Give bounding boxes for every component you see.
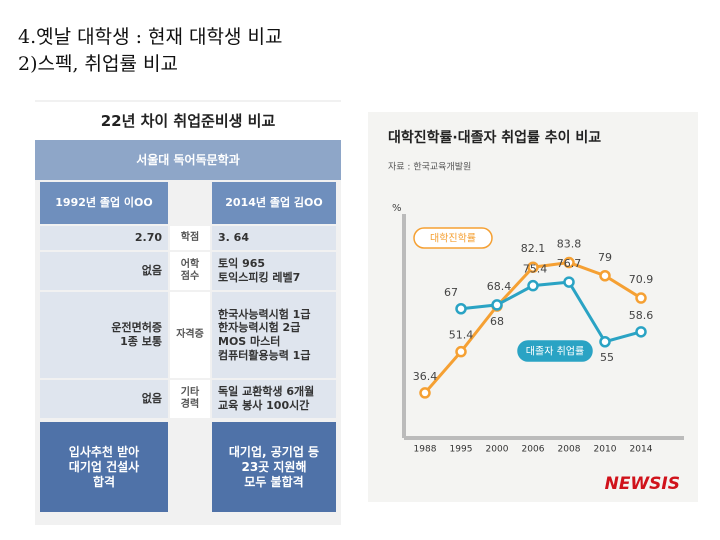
legend-label: 대졸자 취업률 — [526, 345, 584, 358]
data-label: 68 — [490, 315, 504, 328]
chart-title: 대학진학률·대졸자 취업률 추이 비교 — [388, 129, 601, 146]
text-line: 토익 965 — [218, 257, 266, 271]
point — [491, 299, 503, 311]
point — [563, 276, 575, 288]
text-line: 없음 — [141, 264, 162, 278]
cell-right: 토익 965 토익스피킹 레벨7 — [212, 252, 336, 290]
logo: NEWSIS — [605, 474, 680, 494]
footer-left: 입사추천 받아 대기업 건설사 합격 — [40, 422, 168, 512]
text-line: 합격 — [92, 474, 116, 489]
cell-right: 3. 64 — [212, 226, 336, 250]
data-label: 58.6 — [629, 309, 654, 322]
slide-title: 4.옛날 대학생 : 현재 대학생 비교 2)스펙, 취업률 비교 — [18, 24, 283, 78]
data-label: 68.4 — [487, 280, 512, 293]
legend-bubble — [413, 227, 493, 249]
data-label: 51.4 — [449, 329, 474, 342]
data-label: 75.4 — [523, 263, 548, 276]
text-line: 독일 교환학생 6개월 — [218, 385, 315, 399]
cell-right: 독일 교환학생 6개월 교육 봉사 100시간 — [212, 380, 336, 418]
cell-left: 없음 — [40, 252, 168, 290]
text-line: 2014년 졸업 김OO — [225, 196, 323, 210]
text-line: 학점 — [180, 231, 200, 243]
title-line: 2)스펙, 취업률 비교 — [18, 53, 178, 75]
text-line: 토익스피킹 레벨7 — [218, 271, 301, 284]
text-line: 2.70 — [134, 231, 162, 245]
text-line: 23곳 지원해 — [241, 459, 307, 474]
header: 1992년 졸업 이OO — [40, 182, 168, 224]
point — [455, 345, 467, 358]
data-label: 36.4 — [413, 370, 438, 383]
cell-left: 운전면허증 1종 보통 — [40, 292, 168, 378]
text-line: 없음 — [141, 392, 162, 406]
data-label: 83.8 — [557, 238, 582, 251]
cell-right: 한국사능력시험 1급 한자능력시험 2급 MOS 마스터 컴퓨터활용능력 1급 — [212, 292, 336, 378]
point — [455, 303, 467, 315]
point — [599, 270, 611, 282]
point — [563, 256, 575, 269]
legend-bubble — [517, 340, 593, 362]
x-tick-label: 1995 — [450, 445, 473, 455]
text-line: 22년 차이 취업준비생 비교 — [100, 111, 276, 130]
data-label: 70.9 — [629, 273, 654, 286]
text-line: 경력 — [180, 399, 200, 410]
x-tick-label: 2014 — [630, 445, 653, 455]
text-line: 운전면허증 — [111, 321, 162, 335]
point — [635, 292, 647, 304]
text-line: 모두 불합격 — [244, 474, 304, 489]
table-title: 22년 차이 취업준비생 비교 — [35, 102, 341, 140]
title-line: 4.옛날 대학생 : 현재 대학생 비교 — [18, 26, 283, 48]
row-label: 어학 점수 — [170, 252, 210, 290]
header: 2014년 졸업 김OO — [212, 182, 336, 224]
x-tick-label: 2006 — [522, 445, 545, 455]
x-tick-label: 2010 — [594, 445, 617, 455]
text-line: 입사추천 받아 — [68, 444, 140, 459]
point — [419, 387, 431, 399]
data-label: 67 — [444, 286, 458, 299]
x-tick-label: 2000 — [486, 445, 509, 455]
data-label: 76.7 — [557, 257, 582, 270]
text-line: 한국사능력시험 1급 — [218, 307, 311, 321]
text-line: 대기업 건설사 — [68, 459, 140, 474]
data-label: 55 — [600, 351, 614, 364]
text-line: 점수 — [180, 271, 200, 282]
text-line: 한자능력시험 2급 — [218, 321, 301, 335]
row-label: 자격증 — [170, 292, 210, 378]
data-label: 82.1 — [521, 242, 546, 255]
cell-left: 2.70 — [40, 226, 168, 250]
text-line: 컴퓨터활용능력 1급 — [218, 348, 311, 362]
point — [599, 336, 611, 348]
cell-left: 없음 — [40, 380, 168, 418]
point — [527, 279, 539, 292]
line — [460, 280, 642, 344]
text-line: 1992년 졸업 이OO — [55, 196, 153, 210]
data-label: 79 — [598, 251, 612, 264]
text-line: 3. 64 — [218, 231, 249, 245]
row-label: 기타 경력 — [170, 380, 210, 418]
footer-right: 대기업, 공기업 등 23곳 지원해 모두 불합격 — [212, 422, 336, 512]
table-subtitle: 서울대 독어독문학과 — [35, 140, 341, 180]
text-line: 어학 — [180, 258, 200, 270]
row-label: 학점 — [170, 226, 210, 250]
point — [635, 326, 647, 338]
point — [527, 261, 539, 273]
text-line: 서울대 독어독문학과 — [136, 152, 240, 167]
x-tick-label: 2008 — [558, 445, 581, 455]
text-line: 기타 — [180, 386, 200, 398]
text-line: 1종 보통 — [120, 335, 162, 348]
chart-source: 자료 : 한국교육개발원 — [388, 162, 471, 173]
text-line: MOS 마스터 — [218, 335, 281, 348]
legend-label: 대학진학률 — [430, 233, 476, 245]
text-line: 자격증 — [176, 328, 204, 340]
x-tick-label: 1988 — [414, 445, 437, 455]
text-line: 대기업, 공기업 등 — [228, 444, 320, 459]
y-axis-label: % — [392, 203, 402, 214]
text-line: 교육 봉사 100시간 — [218, 399, 310, 412]
